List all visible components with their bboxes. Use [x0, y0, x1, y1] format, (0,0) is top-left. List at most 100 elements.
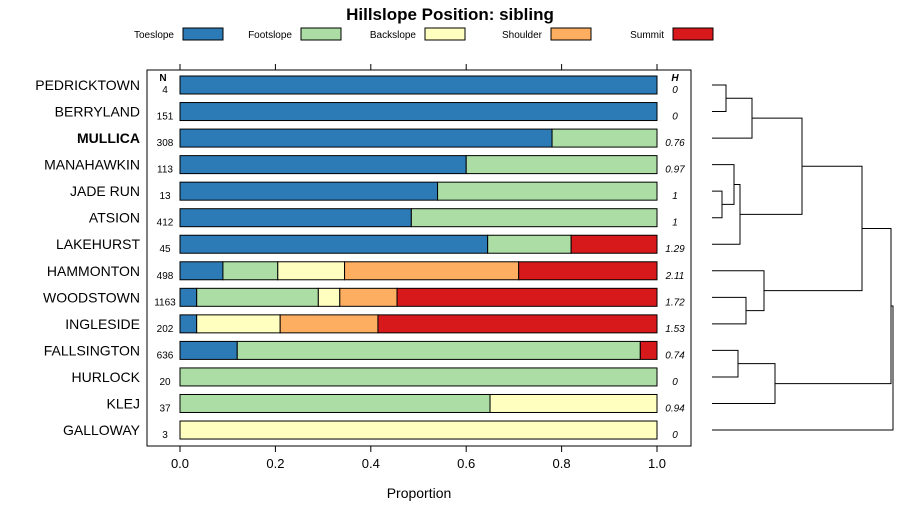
- bar-segment-shoulder: [279, 314, 379, 334]
- bar-segment-footslope: [410, 208, 658, 228]
- bar-segment-footslope: [236, 340, 641, 360]
- x-tick-label: 0.2: [266, 456, 284, 471]
- n-value: 498: [157, 271, 174, 282]
- dendrogram-link: [712, 84, 727, 113]
- bar-row-woodstown: [179, 287, 658, 307]
- row-label-pedricktown: PEDRICKTOWN: [35, 77, 140, 93]
- legend-swatch-backslope: [424, 27, 466, 41]
- plot-frame: [146, 69, 692, 447]
- row-label-ingleside: INGLESIDE: [65, 316, 140, 332]
- x-tick-label: 0.4: [362, 456, 380, 471]
- h-value: 1.72: [665, 297, 685, 308]
- bar-segment-toeslope: [179, 234, 489, 254]
- dendrogram-link: [712, 164, 735, 205]
- bar-row-hurlock: [179, 367, 658, 387]
- bar-segment-backslope: [179, 420, 658, 440]
- legend-item-backslope: Backslope: [370, 27, 466, 41]
- legend-label-toeslope: Toeslope: [134, 30, 174, 41]
- bar-segment-footslope: [437, 181, 658, 201]
- row-label-mullica: MULLICA: [77, 130, 140, 146]
- dendrogram-link: [764, 165, 863, 292]
- bar-segment-toeslope: [179, 102, 658, 122]
- bar-segment-backslope: [489, 393, 658, 413]
- bar-segment-toeslope: [179, 287, 198, 307]
- n-value: 1163: [154, 297, 176, 308]
- x-tick-label: 0.6: [457, 456, 475, 471]
- bar-row-hammonton: [179, 261, 658, 281]
- n-value: 45: [159, 244, 171, 255]
- h-value: 0: [672, 377, 678, 388]
- bar-row-mullica: [179, 128, 658, 148]
- bar-segment-summit: [518, 261, 658, 281]
- bar-row-manahawkin: [179, 155, 658, 175]
- dendrogram-link: [712, 97, 753, 139]
- bar-segment-summit: [377, 314, 658, 334]
- x-tick-label: 0.8: [553, 456, 571, 471]
- bar-segment-footslope: [179, 367, 658, 387]
- legend-item-shoulder: Shoulder: [502, 27, 592, 41]
- h-value: 0.94: [665, 403, 685, 414]
- h-value: 0.76: [665, 138, 685, 149]
- dendrogram-link: [712, 190, 723, 219]
- bar-segment-toeslope: [179, 208, 412, 228]
- bar-segment-toeslope: [179, 155, 467, 175]
- chart-title: Hillslope Position: sibling: [346, 5, 554, 24]
- row-label-hurlock: HURLOCK: [72, 369, 141, 385]
- n-value: 202: [157, 324, 174, 335]
- h-header: H: [671, 73, 679, 84]
- h-value: 1.29: [665, 244, 685, 255]
- n-value: 3: [162, 430, 168, 441]
- bars: [179, 75, 658, 440]
- bar-segment-backslope: [317, 287, 341, 307]
- row-label-galloway: GALLOWAY: [63, 422, 141, 438]
- bar-segment-shoulder: [339, 287, 398, 307]
- dendrogram-link: [712, 349, 739, 378]
- dendrogram-link: [712, 363, 776, 404]
- legend-item-toeslope: Toeslope: [134, 27, 224, 41]
- n-value: 308: [157, 138, 174, 149]
- n-value: 20: [159, 377, 171, 388]
- n-value: 37: [159, 403, 171, 414]
- bar-row-klej: [179, 393, 658, 413]
- x-tick-label: 0.0: [171, 456, 189, 471]
- bar-row-lakehurst: [179, 234, 658, 254]
- h-value: 2.11: [665, 271, 685, 282]
- bar-row-pedricktown: [179, 75, 658, 95]
- bar-row-galloway: [179, 420, 658, 440]
- row-label-manahawkin: MANAHAWKIN: [44, 157, 140, 173]
- bar-segment-footslope: [465, 155, 658, 175]
- h-value: 1.53: [665, 324, 685, 335]
- x-axis: 0.0 0.2 0.4 0.6 0.8 1.0: [171, 446, 666, 471]
- dendrogram-link: [775, 227, 892, 385]
- legend-label-summit: Summit: [630, 30, 664, 41]
- h-value: 0: [672, 430, 678, 441]
- bar-row-fallsington: [179, 340, 658, 360]
- h-value: 1: [672, 218, 678, 229]
- bar-segment-toeslope: [179, 128, 553, 148]
- row-label-woodstown: WOODSTOWN: [43, 289, 140, 305]
- dendrogram-link: [712, 296, 747, 325]
- row-label-hammonton: HAMMONTON: [47, 263, 140, 279]
- legend: Toeslope Footslope Backslope Shoulder Summit: [134, 27, 714, 41]
- n-value: 636: [157, 350, 174, 361]
- bar-segment-toeslope: [179, 181, 439, 201]
- bar-segment-footslope: [196, 287, 319, 307]
- n-value: 4: [162, 85, 168, 96]
- bar-segment-summit: [639, 340, 658, 360]
- dendrogram: [712, 84, 894, 431]
- row-labels: PEDRICKTOWN 4 0 BERRYLAND 151 0 MULLICA 308 0.76…: [35, 77, 685, 441]
- row-label-jade-run: JADE RUN: [70, 183, 140, 199]
- bar-row-jade-run: [179, 181, 658, 201]
- legend-label-shoulder: Shoulder: [502, 30, 543, 41]
- bar-row-atsion: [179, 208, 658, 228]
- legend-item-footslope: Footslope: [248, 27, 342, 41]
- dendrogram-link: [712, 305, 894, 431]
- bar-segment-toeslope: [179, 261, 224, 281]
- bar-segment-shoulder: [344, 261, 520, 281]
- legend-label-footslope: Footslope: [248, 30, 292, 41]
- n-value: 113: [157, 165, 173, 176]
- bar-segment-toeslope: [179, 75, 658, 95]
- h-value: 0.97: [665, 165, 685, 176]
- legend-item-summit: Summit: [630, 27, 714, 41]
